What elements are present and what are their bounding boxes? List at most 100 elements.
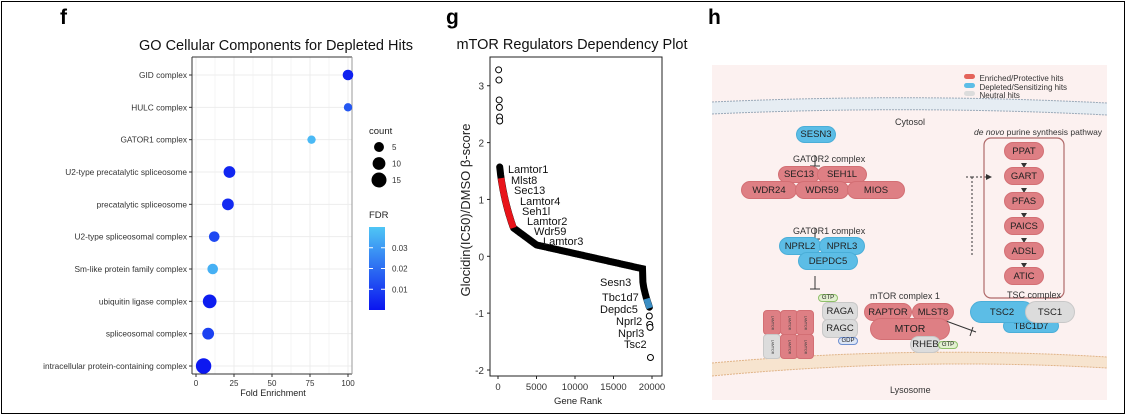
node-ragc[interactable]: RAGC bbox=[822, 319, 858, 338]
rheb-gtp-badge: GTP bbox=[938, 341, 958, 349]
gene-label: Lamtor3 bbox=[543, 236, 583, 248]
node-wdr59[interactable]: WDR59 bbox=[795, 181, 849, 199]
gene-label: Lamtor2 bbox=[527, 216, 567, 228]
gene-curve bbox=[496, 163, 653, 311]
lamtor-subunit: LAMTOR bbox=[796, 334, 814, 359]
legend-enriched-label: Enriched/Protective hits bbox=[979, 74, 1064, 83]
x-tick-label: 100 bbox=[341, 379, 355, 388]
data-point bbox=[495, 66, 503, 74]
legend-depleted: Depleted/Sensitizing hits bbox=[964, 77, 1067, 95]
ragc-gdp-badge: GDP bbox=[838, 337, 858, 345]
x-tick-label: 20000 bbox=[639, 382, 665, 393]
mtorc1-label: mTOR complex 1 bbox=[870, 291, 940, 301]
lamtor-label: LAMTOR bbox=[770, 315, 774, 330]
plasma-membrane bbox=[712, 97, 1107, 115]
data-point bbox=[495, 96, 503, 104]
x-tick-label: 15000 bbox=[600, 382, 626, 393]
y-tick-label: precatalytic spliceosome bbox=[97, 199, 188, 209]
panel-letter-h: h bbox=[708, 6, 721, 29]
data-point bbox=[646, 353, 654, 361]
colorbar-label: 0.03 bbox=[392, 244, 408, 253]
y-tick-label: HULC complex bbox=[131, 102, 188, 112]
node-depdc5[interactable]: DEPDC5 bbox=[798, 252, 858, 270]
lamtor-label: LAMTOR bbox=[770, 339, 774, 354]
x-tick-label: 0 bbox=[495, 382, 500, 393]
node-wdr24[interactable]: WDR24 bbox=[741, 181, 797, 199]
data-point bbox=[495, 103, 503, 111]
node-gart[interactable]: GART bbox=[1004, 167, 1044, 185]
arrow-head-icon bbox=[986, 174, 992, 180]
y-tick-label: U2-type precatalytic spliceosome bbox=[65, 167, 187, 177]
lysosome-label: Lysosome bbox=[890, 385, 931, 395]
data-point bbox=[645, 312, 653, 320]
ragulator-complex[interactable]: LAMTOR LAMTOR LAMTOR LAMTOR LAMTOR LAMTOR bbox=[763, 310, 814, 359]
cytosol-label: Cytosol bbox=[895, 117, 926, 127]
y-tick-label: -1 bbox=[475, 309, 484, 320]
legend-enriched: Enriched/Protective hits bbox=[964, 68, 1064, 86]
gene-label: Sec13 bbox=[514, 185, 545, 197]
gene-label: Nprl3 bbox=[618, 328, 644, 340]
data-point bbox=[496, 117, 504, 125]
size-legend-label: 10 bbox=[392, 160, 401, 169]
gator1-label: GATOR1 complex bbox=[793, 226, 866, 236]
lamtor-label: LAMTOR bbox=[787, 339, 791, 354]
node-atic[interactable]: ATIC bbox=[1004, 267, 1044, 285]
data-point bbox=[343, 103, 353, 112]
gene-label: Nprl2 bbox=[616, 316, 642, 328]
size-legend-title: count bbox=[369, 126, 393, 137]
colorbar-label: 0.01 bbox=[392, 285, 408, 294]
lamtor-label: LAMTOR bbox=[803, 315, 807, 330]
size-legend-dot bbox=[372, 157, 386, 170]
y-tick-label: GID complex bbox=[139, 70, 188, 80]
node-rheb[interactable]: RHEB bbox=[910, 336, 941, 353]
x-tick-label: 75 bbox=[306, 379, 315, 388]
data-point bbox=[342, 69, 354, 81]
data-point bbox=[202, 294, 217, 309]
purine-pathway-title: de novo purine synthesis pathway bbox=[974, 127, 1102, 137]
depleted-swatch bbox=[964, 83, 975, 89]
mtor-dependency-chart: mTOR Regulators Dependency Plot -2 -1 0 1 2 3… bbox=[456, 37, 687, 407]
data-point bbox=[495, 76, 503, 84]
legend-neutral-label: Neutral hits bbox=[979, 91, 1020, 100]
node-mtor[interactable]: MTOR bbox=[870, 318, 950, 340]
node-paics[interactable]: PAICS bbox=[1004, 217, 1044, 235]
legend-depleted-label: Depleted/Sensitizing hits bbox=[979, 83, 1068, 92]
x-tick-label: 25 bbox=[230, 379, 239, 388]
raga-gtp-badge: GTP bbox=[818, 294, 838, 302]
size-legend-dot bbox=[371, 172, 387, 188]
lamtor-subunit: LAMTOR bbox=[763, 334, 781, 359]
node-ppat[interactable]: PPAT bbox=[1004, 142, 1044, 160]
node-sesn3[interactable]: SESN3 bbox=[796, 126, 836, 143]
lamtor-subunit: LAMTOR bbox=[763, 310, 781, 335]
node-mios[interactable]: MIOS bbox=[847, 181, 905, 199]
highlight-segment bbox=[643, 297, 653, 310]
lamtor-label: LAMTOR bbox=[803, 339, 807, 354]
y-tick-label: Sm-like protein family complex bbox=[74, 264, 187, 274]
y-tick-label: 1 bbox=[478, 195, 484, 206]
node-adsl[interactable]: ADSL bbox=[1004, 242, 1044, 260]
gene-label: Tbc1d7 bbox=[602, 292, 639, 304]
y-tick-label: 0 bbox=[478, 252, 484, 263]
size-legend-dot bbox=[374, 142, 384, 152]
x-tick-label: 5000 bbox=[526, 382, 547, 393]
chart-title: mTOR Regulators Dependency Plot bbox=[456, 37, 687, 53]
purine-pathway-box bbox=[983, 137, 1065, 299]
node-pfas[interactable]: PFAS bbox=[1004, 192, 1044, 210]
y-tick-label: -2 bbox=[475, 366, 484, 377]
gene-label: Seh1l bbox=[522, 206, 550, 218]
data-point bbox=[646, 323, 654, 331]
data-point bbox=[195, 358, 212, 374]
purine-title-italic: de novo bbox=[974, 127, 1005, 137]
lamtor-subunit: LAMTOR bbox=[796, 310, 814, 335]
gene-label: Tsc2 bbox=[624, 339, 647, 351]
x-tick-label: 10000 bbox=[562, 382, 588, 393]
node-raga[interactable]: RAGA bbox=[822, 302, 858, 321]
gene-label: Lamtor4 bbox=[520, 196, 560, 208]
lamtor-label: LAMTOR bbox=[787, 315, 791, 330]
tsc-label: TSC complex bbox=[1007, 290, 1062, 300]
colorbar-label: 0.02 bbox=[392, 265, 408, 274]
color-legend-title: FDR bbox=[369, 210, 389, 221]
node-tsc1[interactable]: TSC1 bbox=[1025, 301, 1075, 323]
plot-border bbox=[489, 56, 663, 377]
